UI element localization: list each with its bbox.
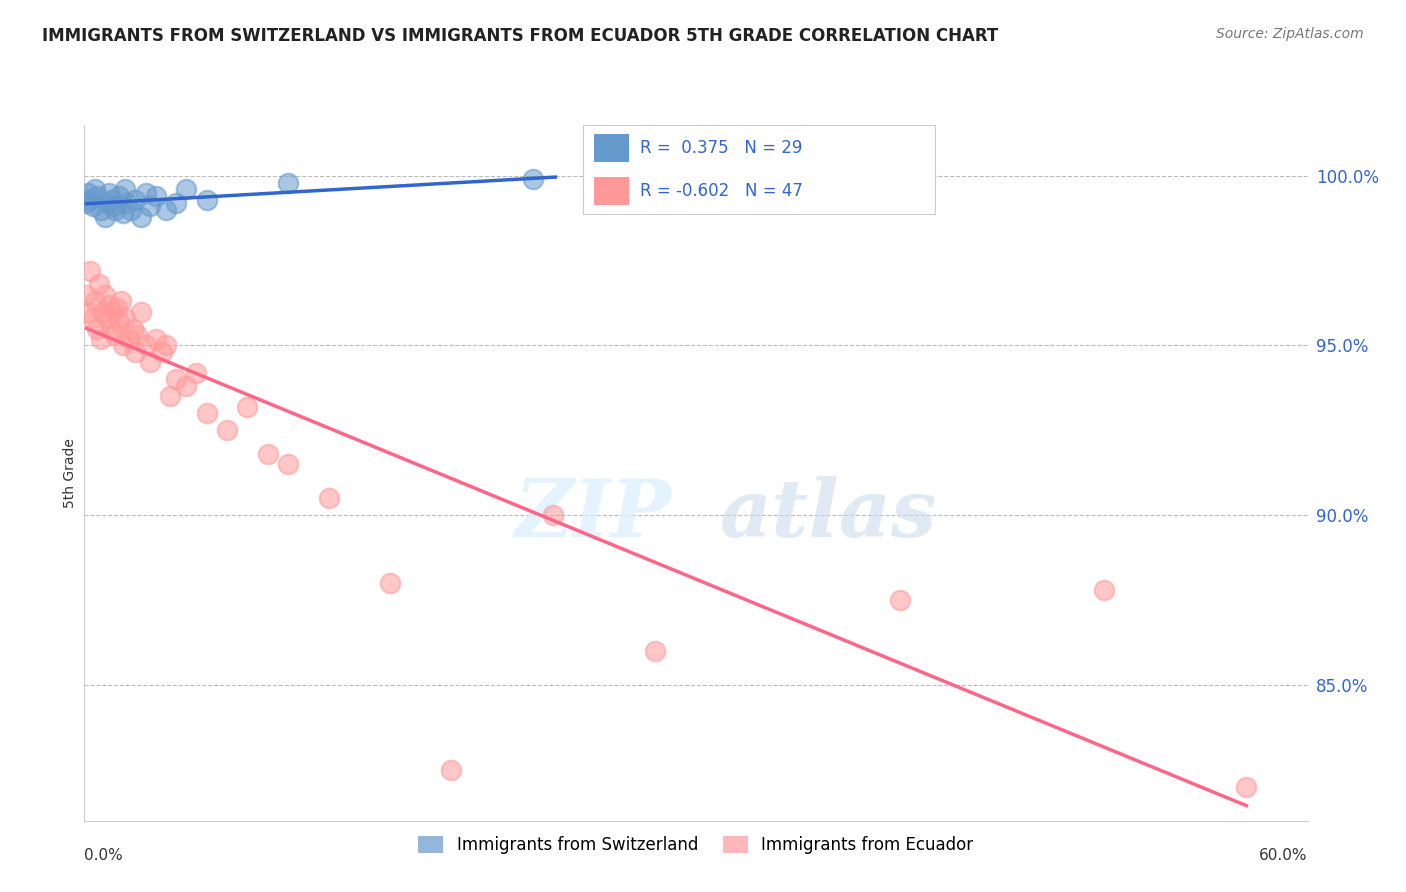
- Point: [124, 193, 146, 207]
- Point: [79, 264, 101, 278]
- Point: [1092, 582, 1115, 597]
- Point: [186, 366, 208, 380]
- Point: [522, 172, 544, 186]
- Point: [124, 345, 146, 359]
- Text: 0.0%: 0.0%: [84, 848, 124, 863]
- Point: [257, 447, 280, 461]
- Point: [90, 202, 112, 217]
- Point: [127, 328, 149, 343]
- Text: Source: ZipAtlas.com: Source: ZipAtlas.com: [1216, 27, 1364, 41]
- Point: [217, 423, 239, 437]
- Point: [135, 338, 157, 352]
- Point: [100, 321, 122, 335]
- Point: [195, 406, 218, 420]
- Point: [138, 355, 160, 369]
- Y-axis label: 5th Grade: 5th Grade: [63, 438, 77, 508]
- Point: [543, 508, 565, 523]
- Text: 60.0%: 60.0%: [1260, 848, 1308, 863]
- Point: [75, 287, 97, 301]
- Point: [97, 298, 120, 312]
- Point: [108, 189, 131, 203]
- Point: [120, 202, 142, 217]
- Point: [110, 294, 132, 309]
- Text: R =  0.375   N = 29: R = 0.375 N = 29: [640, 139, 801, 157]
- Point: [145, 332, 167, 346]
- Point: [889, 593, 911, 607]
- Point: [90, 332, 112, 346]
- Point: [115, 196, 138, 211]
- Point: [122, 321, 145, 335]
- Point: [118, 332, 141, 346]
- Point: [150, 345, 173, 359]
- Point: [174, 379, 197, 393]
- Point: [82, 311, 104, 326]
- Point: [131, 304, 153, 318]
- Point: [77, 186, 100, 200]
- Point: [93, 287, 115, 301]
- Text: atlas: atlas: [720, 475, 938, 553]
- Point: [104, 328, 127, 343]
- Legend: Immigrants from Switzerland, Immigrants from Ecuador: Immigrants from Switzerland, Immigrants …: [412, 830, 980, 861]
- Point: [83, 182, 105, 196]
- Point: [91, 304, 114, 318]
- Point: [79, 193, 101, 207]
- Point: [112, 206, 135, 220]
- Point: [644, 644, 666, 658]
- Point: [93, 210, 115, 224]
- Point: [135, 186, 157, 200]
- Point: [174, 182, 197, 196]
- Point: [440, 763, 463, 777]
- Point: [86, 189, 108, 203]
- Point: [100, 193, 122, 207]
- Point: [131, 210, 153, 224]
- Text: ZIP: ZIP: [515, 475, 672, 553]
- Point: [138, 199, 160, 213]
- Text: IMMIGRANTS FROM SWITZERLAND VS IMMIGRANTS FROM ECUADOR 5TH GRADE CORRELATION CHA: IMMIGRANTS FROM SWITZERLAND VS IMMIGRANT…: [42, 27, 998, 45]
- Point: [101, 199, 124, 213]
- Point: [87, 277, 110, 292]
- Point: [318, 491, 340, 506]
- Point: [165, 196, 187, 211]
- Point: [105, 301, 128, 315]
- Point: [75, 196, 97, 211]
- FancyBboxPatch shape: [593, 177, 630, 205]
- Point: [165, 372, 187, 386]
- Point: [145, 189, 167, 203]
- Point: [97, 186, 120, 200]
- Point: [277, 457, 299, 471]
- Point: [96, 311, 118, 326]
- Text: R = -0.602   N = 47: R = -0.602 N = 47: [640, 182, 803, 200]
- FancyBboxPatch shape: [593, 134, 630, 162]
- Point: [101, 304, 124, 318]
- Point: [77, 304, 100, 318]
- Point: [83, 294, 105, 309]
- Point: [277, 176, 299, 190]
- Point: [155, 202, 177, 217]
- Point: [236, 400, 259, 414]
- Point: [159, 389, 181, 403]
- Point: [155, 338, 177, 352]
- Point: [108, 315, 131, 329]
- Point: [114, 311, 136, 326]
- Point: [114, 182, 136, 196]
- Point: [112, 338, 135, 352]
- Point: [1234, 780, 1257, 794]
- Point: [86, 321, 108, 335]
- Point: [96, 196, 118, 211]
- Point: [195, 193, 218, 207]
- Point: [104, 202, 127, 217]
- Point: [82, 199, 104, 213]
- Point: [380, 576, 402, 591]
